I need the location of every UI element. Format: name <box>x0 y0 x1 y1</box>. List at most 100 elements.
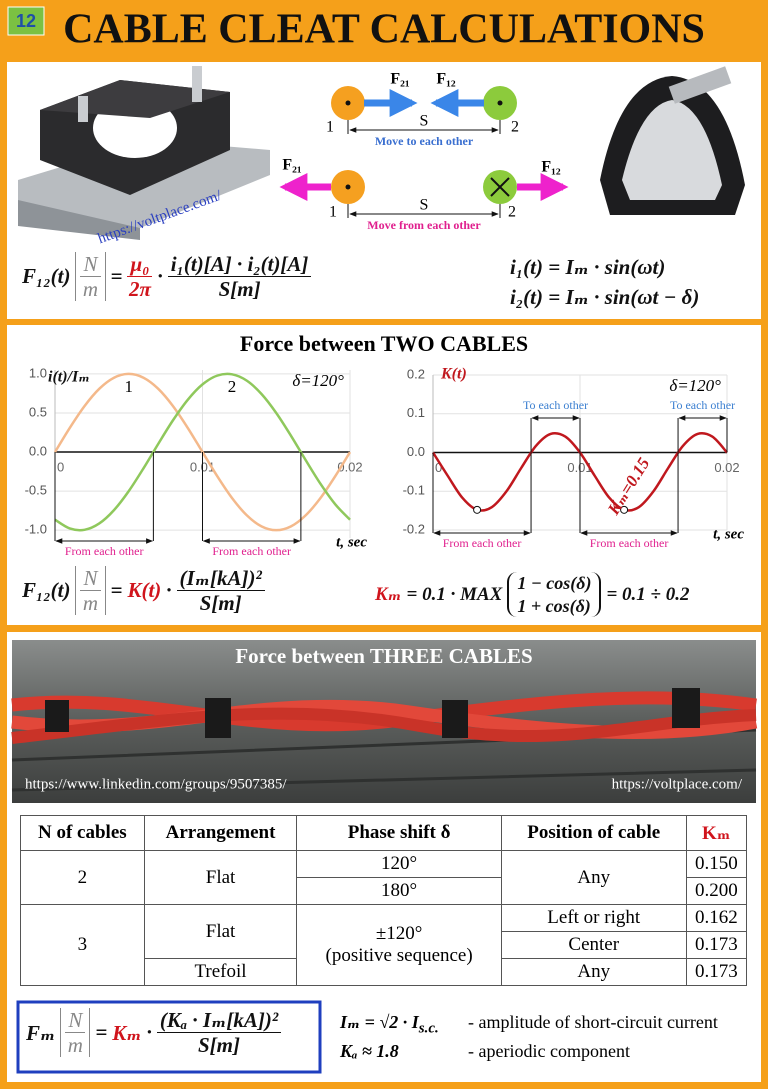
repel-diagram <box>279 170 569 218</box>
annotation: δ=120° <box>292 371 344 390</box>
url: https://www.linkedin.com/groups/9507385/ <box>25 776 287 792</box>
header-cell: Arrangement <box>143 815 298 851</box>
attract-diagram <box>331 86 517 134</box>
caption: Move from each other <box>367 218 481 232</box>
cell: Flat <box>143 850 298 905</box>
force-label: F₁₂ <box>541 159 561 176</box>
y-tick-label: 0.0 <box>407 444 425 459</box>
equals: = <box>110 578 123 603</box>
note-symbol: Iₘ = √2 · Is.c. <box>340 1012 460 1038</box>
cell: Center <box>500 931 687 959</box>
force-label: F₂₁ <box>282 157 302 174</box>
section-title: Force between TWO CABLES <box>240 331 528 356</box>
min-marker <box>473 505 482 514</box>
cable-label: 1 <box>329 204 337 221</box>
unit-den: m <box>82 591 99 616</box>
dot: · <box>157 264 163 289</box>
x-tick-label: 0.02 <box>714 460 739 475</box>
km-table: N of cables Arrangement Phase shift δ Posit… <box>20 815 748 986</box>
header-cell: Kₘ <box>685 815 748 851</box>
x-tick-label: 0 <box>57 459 64 474</box>
y-axis-label: i(t)/Iₘ <box>48 369 90 386</box>
current-formulas: i₁(t) = Iₘ · sin(ωt) i₂(t) = Iₘ · sin(ωt… <box>510 254 699 310</box>
cable-label: 2 <box>511 119 519 136</box>
cell: Flat <box>143 904 298 959</box>
note: Kₐ ≈ 1.8 - aperiodic component <box>340 1041 630 1062</box>
note-symbol: Kₐ ≈ 1.8 <box>340 1041 460 1062</box>
cell: 0.150 <box>685 850 748 878</box>
cell-line: ±120° <box>375 923 423 944</box>
note-text: - amplitude of short-circuit current <box>468 1012 718 1032</box>
note-text: - aperiodic component <box>468 1041 630 1061</box>
lhs: Kₘ <box>375 584 402 605</box>
distance-label: S <box>420 113 429 130</box>
y-tick-label: 0.1 <box>407 405 425 420</box>
force-label: F₂₁ <box>390 71 410 88</box>
dot: · <box>146 1020 152 1045</box>
numerator: (Iₘ[kA])² <box>176 566 265 592</box>
unit-den: m <box>67 1033 83 1058</box>
x-axis-label: t, sec <box>336 534 367 550</box>
region-label: To each other <box>523 398 588 412</box>
symbol-subscript: s.c. <box>418 1020 439 1037</box>
legend-label: 1 <box>125 377 134 396</box>
caption: Move to each other <box>375 134 474 148</box>
cell-line: (positive sequence) <box>325 945 473 966</box>
numerator: i₁(t)[A] · i₂(t)[A] <box>167 252 312 278</box>
denominator: S[m] <box>198 1033 240 1058</box>
y-tick-label: 0.2 <box>407 366 425 381</box>
cell: 0.173 <box>685 958 748 986</box>
cables-photo <box>11 640 758 803</box>
cell: 0.162 <box>685 904 748 932</box>
denominator: S[m] <box>218 277 261 302</box>
y-tick-label: 1.0 <box>29 365 47 380</box>
cell: Trefoil <box>143 958 298 986</box>
cell: 0.173 <box>685 931 748 959</box>
cell: ±120° (positive sequence) <box>296 904 502 986</box>
const-den: 2π <box>128 277 151 302</box>
annotation: δ=120° <box>669 376 721 395</box>
line-series <box>54 372 351 532</box>
header-cell: Position of cable <box>500 815 687 851</box>
note: Iₘ = √2 · Is.c. - amplitude of short-circ… <box>340 1012 718 1038</box>
header-cell: N of cables <box>20 815 145 851</box>
brace-bottom: 1 + cos(δ) <box>517 595 591 616</box>
cell: 180° <box>296 877 502 905</box>
lhs: F₁₂(t) <box>22 578 71 603</box>
equals: = <box>95 1020 108 1045</box>
x-tick-label: 0 <box>435 460 442 475</box>
cell: 0.200 <box>685 877 748 905</box>
brace: 1 − cos(δ) 1 + cos(δ) <box>507 572 602 617</box>
url: https://voltplace.com/ <box>612 776 743 792</box>
unit-den: m <box>82 277 99 302</box>
lhs: Fₘ <box>26 1020 56 1045</box>
cell: 120° <box>296 850 502 878</box>
header-cell: Phase shift δ <box>296 815 502 851</box>
cable-label: 2 <box>508 204 516 221</box>
section-title: Force between THREE CABLES <box>235 644 532 668</box>
y-tick-label: -0.1 <box>403 483 425 498</box>
distance-label: S <box>420 197 429 214</box>
km-formula: Kₘ = 0.1 · MAX 1 − cos(δ) 1 + cos(δ) = 0.… <box>375 572 689 617</box>
formula-box <box>16 1000 322 1074</box>
dot: · <box>166 578 172 603</box>
lhs: F₁₂(t) <box>22 264 71 289</box>
rhs: = 0.1 · MAX <box>406 583 503 605</box>
const-num: μ₀ <box>127 252 153 278</box>
region-label: From each other <box>443 536 522 550</box>
region-label: From each other <box>212 544 291 558</box>
cell: Left or right <box>500 904 687 932</box>
badge <box>7 6 45 36</box>
numerator: (Kₐ · Iₘ[kA])² <box>156 1008 282 1034</box>
cell: Any <box>500 850 687 905</box>
denominator: S[m] <box>199 591 242 616</box>
current: i₁(t) = Iₘ · sin(ωt) <box>510 255 666 279</box>
min-marker <box>620 505 629 514</box>
region-label: From each other <box>590 536 669 550</box>
factor: Kₘ <box>112 1020 142 1045</box>
title: CABLE CLEAT CALCULATIONS <box>63 7 705 53</box>
